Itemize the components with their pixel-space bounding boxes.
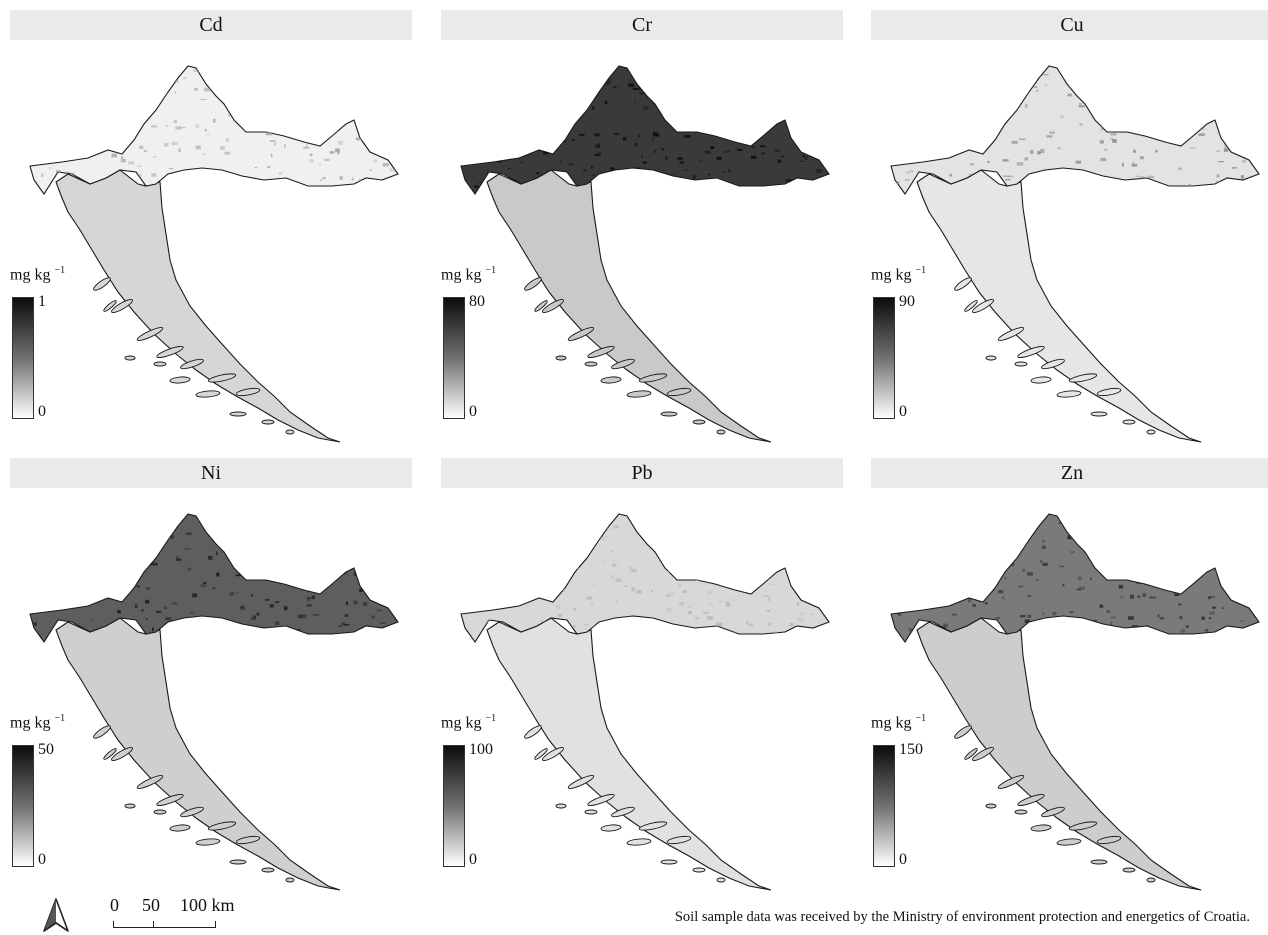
island [556,356,566,360]
scale-tick [215,921,216,927]
legend-max: 100 [469,741,493,759]
panel-title: Cd [10,10,412,40]
island [661,860,677,864]
map-panel-cd: Cd mg kg −1 1 0 [10,10,412,447]
island [1057,838,1081,846]
legend-gradient-bar [873,745,895,867]
island [601,824,621,832]
legend-unit: mg kg −1 [871,713,926,732]
island [1015,362,1027,366]
legend-min: 0 [899,403,907,421]
island [693,868,705,872]
legend-gradient-bar [873,297,895,419]
island [262,868,274,872]
panel-title: Cu [871,10,1268,40]
island [1123,868,1135,872]
island [170,824,190,832]
legend-max: 90 [899,293,915,311]
map-panel-ni: Ni mg kg −1 50 0 [10,458,412,895]
island [986,804,996,808]
island [262,420,274,424]
island [125,356,135,360]
panel-title: Pb [441,458,843,488]
continental-region [30,66,398,194]
island [1031,824,1051,832]
legend-gradient-bar [12,745,34,867]
island [627,390,651,398]
island [1147,430,1155,434]
color-legend: mg kg −1 150 0 [871,713,961,873]
continental-region [461,66,829,194]
scale-tick [153,921,154,927]
data-source-note: Soil sample data was received by the Min… [675,909,1250,926]
island [154,362,166,366]
island [1015,810,1027,814]
island [661,412,677,416]
scale-tick [113,921,114,927]
island [1057,390,1081,398]
panel-title: Zn [871,458,1268,488]
north-arrow-icon [38,897,74,935]
color-legend: mg kg −1 90 0 [871,265,961,425]
scale-line [113,927,216,928]
legend-max: 50 [38,741,54,759]
island [196,838,220,846]
island [627,838,651,846]
scale-bar: 0 50 100 km [110,895,250,935]
map-panel-cr: Cr mg kg −1 80 0 [441,10,843,447]
island [556,804,566,808]
island [986,356,996,360]
panel-title: Cr [441,10,843,40]
legend-unit: mg kg −1 [10,265,65,284]
legend-unit: mg kg −1 [10,713,65,732]
island [585,362,597,366]
island [154,810,166,814]
color-legend: mg kg −1 1 0 [10,265,100,425]
color-legend: mg kg −1 80 0 [441,265,531,425]
island [1147,878,1155,882]
legend-min: 0 [899,851,907,869]
island [717,878,725,882]
legend-min: 0 [38,403,46,421]
map-panel-zn: Zn mg kg −1 150 0 [871,458,1268,895]
scale-label-50: 50 [142,895,160,916]
legend-min: 0 [469,403,477,421]
legend-gradient-bar [12,297,34,419]
color-legend: mg kg −1 50 0 [10,713,100,873]
color-legend: mg kg −1 100 0 [441,713,531,873]
continental-region [461,514,829,642]
island [230,860,246,864]
island [1123,420,1135,424]
legend-unit: mg kg −1 [441,265,496,284]
continental-region [891,514,1259,642]
island [170,376,190,384]
island [1091,412,1107,416]
island [601,376,621,384]
island [230,412,246,416]
island [1091,860,1107,864]
island [1031,376,1051,384]
legend-max: 80 [469,293,485,311]
island [286,878,294,882]
map-footer: 0 50 100 km Soil sample data was receive… [0,895,1268,935]
island [286,430,294,434]
island [196,390,220,398]
island [693,420,705,424]
island [125,804,135,808]
legend-min: 0 [469,851,477,869]
map-panel-pb: Pb mg kg −1 100 0 [441,458,843,895]
map-panel-cu: Cu mg kg −1 90 0 [871,10,1268,447]
legend-gradient-bar [443,297,465,419]
island [717,430,725,434]
legend-unit: mg kg −1 [441,713,496,732]
scale-label-100: 100 km [180,895,235,916]
legend-gradient-bar [443,745,465,867]
panel-title: Ni [10,458,412,488]
scale-label-0: 0 [110,895,119,916]
legend-max: 1 [38,293,46,311]
legend-max: 150 [899,741,923,759]
legend-min: 0 [38,851,46,869]
island [585,810,597,814]
legend-unit: mg kg −1 [871,265,926,284]
